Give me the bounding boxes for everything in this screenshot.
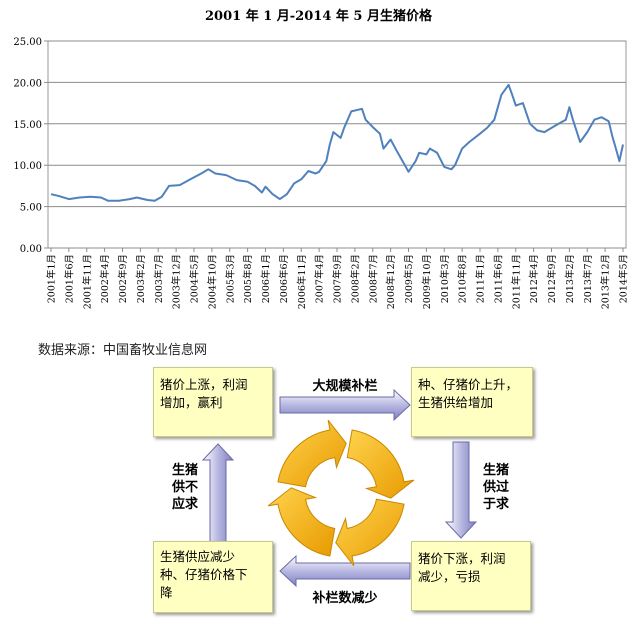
arrow-right xyxy=(444,441,478,539)
x-tick-label: 2002年9月 xyxy=(117,254,129,303)
box-supply-decrease: 生猪供应减少 种、仔猪价格下 降 xyxy=(153,541,273,613)
box-price-fall-line-2: 减少，亏损 xyxy=(418,569,481,584)
x-tick-label: 2014年5月 xyxy=(618,254,630,303)
x-tick-label: 2010年8月 xyxy=(457,254,469,303)
x-tick-label: 2003年2月 xyxy=(135,254,147,303)
source-note: 数据来源：中国畜牧业信息网 xyxy=(38,343,208,358)
arrow-bottom-label: 补栏数减少 xyxy=(312,591,378,606)
x-tick-label: 2011年6月 xyxy=(492,254,504,303)
box-supply-increase-line-1: 种、仔猪价上升， xyxy=(418,377,519,392)
plot-frame xyxy=(47,40,627,249)
x-tick-label: 2001年11月 xyxy=(81,254,93,309)
y-tick-label: 10.00 xyxy=(13,161,42,172)
x-tick-label: 2002年4月 xyxy=(99,254,111,303)
x-tick-label: 2011年1月 xyxy=(475,254,487,303)
chart-title: 2001 年 1 月-2014 年 5 月生猪价格 xyxy=(204,9,432,24)
x-tick-label: 2012年4月 xyxy=(528,254,540,303)
y-tick-label: 20.00 xyxy=(13,78,42,89)
y-tick-label: 25.00 xyxy=(13,37,42,48)
x-tick-label: 2003年7月 xyxy=(153,254,165,303)
y-tick-label: 5.00 xyxy=(20,203,42,214)
x-tick-label: 2001年6月 xyxy=(63,254,75,303)
x-tick-label: 2006年11月 xyxy=(296,254,308,309)
x-tick-label: 2006年6月 xyxy=(278,254,290,303)
arrow-bottom xyxy=(279,554,411,588)
box-supply-decrease-line-2: 种、仔猪价格下 xyxy=(160,567,248,582)
arrow-right-label: 生猪 供过 于求 xyxy=(479,462,513,513)
x-tick-label: 2004年10月 xyxy=(206,254,218,309)
box-price-rise-line-1: 猪价上涨，利润 xyxy=(160,377,248,392)
x-tick-label: 2008年7月 xyxy=(367,254,379,303)
box-supply-decrease-line-3: 降 xyxy=(160,585,173,600)
arrow-left xyxy=(201,443,235,551)
x-tick-label: 2001年1月 xyxy=(46,254,58,303)
box-supply-decrease-line-1: 生猪供应减少 xyxy=(160,549,236,564)
x-tick-label: 2005年8月 xyxy=(242,254,254,303)
arrow-right-label-3: 于求 xyxy=(482,497,509,512)
x-tick-label: 2008年12月 xyxy=(385,254,397,309)
x-tick-label: 2008年2月 xyxy=(349,254,361,303)
x-tick-label: 2009年10月 xyxy=(421,254,433,309)
box-supply-increase-line-2: 生猪供给增加 xyxy=(418,395,494,410)
price-line xyxy=(50,83,624,202)
box-price-rise: 猪价上涨，利润 增加，赢利 xyxy=(153,367,273,437)
arrow-left-label-3: 应求 xyxy=(171,497,198,512)
box-price-rise-line-2: 增加，赢利 xyxy=(160,395,223,410)
x-tick-label: 2005年3月 xyxy=(224,254,236,303)
x-tick-label: 2003年12月 xyxy=(171,254,183,309)
x-tick-label: 2004年5月 xyxy=(189,254,201,303)
x-tick-label: 2006年1月 xyxy=(260,254,272,303)
arrow-right-label-2: 供过 xyxy=(482,480,509,495)
x-tick-label: 2013年2月 xyxy=(564,254,576,303)
x-tick-label: 2013年7月 xyxy=(582,254,594,303)
y-tick-label: 0.00 xyxy=(20,244,42,255)
x-tick-label: 2010年3月 xyxy=(439,254,451,303)
arrow-left-label-1: 生猪 xyxy=(171,463,198,478)
arrow-left-label: 生猪 供不 应求 xyxy=(168,462,202,513)
x-tick-label: 2011年11月 xyxy=(510,254,522,309)
price-chart: 0.00 5.00 10.00 15.00 20.00 25.00 2001年1月 2001年… xyxy=(13,37,630,309)
x-tick-label: 2013年12月 xyxy=(600,254,612,309)
box-supply-increase: 种、仔猪价上升， 生猪供给增加 xyxy=(411,367,533,437)
arrow-right-label-1: 生猪 xyxy=(482,463,509,478)
box-price-fall-line-1: 猪价下涨，利润 xyxy=(418,551,506,566)
cycle-arrow-4 xyxy=(277,419,347,488)
cycle-arrow-2 xyxy=(335,498,405,567)
arrow-top xyxy=(279,388,411,422)
cycle-diagram xyxy=(201,388,478,588)
x-tick-label: 2007年4月 xyxy=(314,254,326,303)
arrow-left-label-2: 供不 xyxy=(171,480,198,495)
box-price-fall: 猪价下涨，利润 减少，亏损 xyxy=(411,541,531,611)
x-tick-label: 2012年9月 xyxy=(546,254,558,303)
cycle-arrow-3 xyxy=(267,487,336,557)
arrow-top-label: 大规模补栏 xyxy=(312,379,378,394)
cycle-arrow-1 xyxy=(346,429,415,499)
y-tick-label: 15.00 xyxy=(13,120,42,131)
x-tick-label: 2009年5月 xyxy=(403,254,415,303)
x-tick-label: 2007年9月 xyxy=(332,254,344,303)
cycle-arrows xyxy=(267,419,415,567)
